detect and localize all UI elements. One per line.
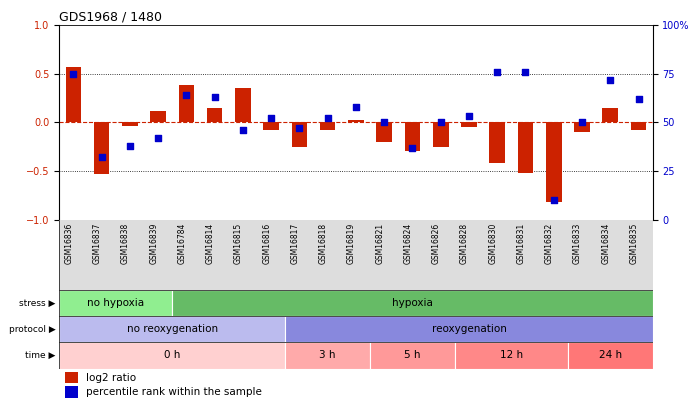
Bar	[66, 386, 78, 398]
Point	[604, 76, 616, 83]
Point	[407, 144, 418, 151]
Text: GSM16837: GSM16837	[93, 223, 102, 264]
Point	[124, 143, 135, 149]
Bar	[461, 122, 477, 127]
Bar	[285, 342, 370, 369]
Bar	[59, 316, 285, 342]
Point	[181, 92, 192, 98]
Bar	[455, 342, 568, 369]
Bar	[602, 108, 618, 122]
Point	[520, 68, 531, 75]
Bar	[179, 85, 194, 122]
Text: 12 h: 12 h	[500, 350, 523, 360]
Text: no hypoxia: no hypoxia	[87, 298, 144, 308]
Bar	[574, 122, 590, 132]
Bar	[433, 122, 449, 147]
Text: GSM16814: GSM16814	[206, 223, 215, 264]
Bar	[66, 372, 78, 383]
Bar	[292, 122, 307, 147]
Bar	[546, 122, 561, 202]
Text: stress ▶: stress ▶	[20, 298, 56, 308]
Text: GSM16828: GSM16828	[460, 223, 469, 264]
Text: GSM16830: GSM16830	[488, 223, 497, 264]
Text: 5 h: 5 h	[404, 350, 421, 360]
Text: 3 h: 3 h	[320, 350, 336, 360]
Text: 24 h: 24 h	[599, 350, 622, 360]
Point	[491, 68, 503, 75]
Bar	[207, 108, 223, 122]
Bar	[59, 342, 285, 369]
Text: time ▶: time ▶	[25, 351, 56, 360]
Point	[577, 119, 588, 126]
Text: GSM16826: GSM16826	[432, 223, 440, 264]
Bar	[66, 67, 81, 122]
Text: GSM16815: GSM16815	[234, 223, 243, 264]
Bar	[631, 122, 646, 130]
Point	[322, 115, 334, 122]
Bar	[489, 122, 505, 163]
Bar	[320, 122, 336, 130]
Text: GSM16832: GSM16832	[544, 223, 554, 264]
Point	[350, 104, 362, 110]
Bar	[518, 122, 533, 173]
Bar	[348, 120, 364, 122]
Bar	[151, 111, 166, 122]
Text: GSM16821: GSM16821	[376, 223, 384, 264]
Point	[153, 134, 164, 141]
Bar	[568, 342, 653, 369]
Text: percentile rank within the sample: percentile rank within the sample	[86, 387, 262, 397]
Text: GSM16819: GSM16819	[347, 223, 356, 264]
Text: hypoxia: hypoxia	[392, 298, 433, 308]
Bar	[285, 316, 653, 342]
Point	[68, 70, 79, 77]
Point	[463, 113, 475, 120]
Text: GSM16835: GSM16835	[630, 223, 639, 264]
Text: 0 h: 0 h	[164, 350, 181, 360]
Bar	[370, 342, 455, 369]
Text: GSM16831: GSM16831	[517, 223, 526, 264]
Point	[548, 197, 559, 203]
Text: GSM16838: GSM16838	[121, 223, 130, 264]
Bar	[172, 290, 653, 316]
Bar	[235, 88, 251, 122]
Text: GSM16839: GSM16839	[149, 223, 158, 264]
Bar	[263, 122, 279, 130]
Text: GSM16824: GSM16824	[403, 223, 413, 264]
Text: protocol ▶: protocol ▶	[9, 324, 56, 334]
Point	[266, 115, 277, 122]
Point	[294, 125, 305, 131]
Bar	[122, 122, 138, 126]
Text: GDS1968 / 1480: GDS1968 / 1480	[59, 11, 163, 24]
Bar	[94, 122, 110, 174]
Point	[96, 154, 107, 160]
Text: GSM16833: GSM16833	[573, 223, 582, 264]
Bar	[376, 122, 392, 142]
Text: GSM16818: GSM16818	[319, 223, 328, 264]
Text: GSM16816: GSM16816	[262, 223, 272, 264]
Text: no reoxygenation: no reoxygenation	[127, 324, 218, 334]
Point	[435, 119, 446, 126]
Bar	[59, 290, 172, 316]
Text: log2 ratio: log2 ratio	[86, 373, 136, 383]
Text: GSM16834: GSM16834	[601, 223, 610, 264]
Text: GSM16784: GSM16784	[177, 223, 186, 264]
Bar	[405, 122, 420, 151]
Point	[237, 127, 248, 133]
Text: reoxygenation: reoxygenation	[431, 324, 507, 334]
Point	[633, 96, 644, 102]
Point	[209, 94, 221, 100]
Text: GSM16817: GSM16817	[290, 223, 299, 264]
Text: GSM16836: GSM16836	[64, 223, 73, 264]
Point	[378, 119, 389, 126]
